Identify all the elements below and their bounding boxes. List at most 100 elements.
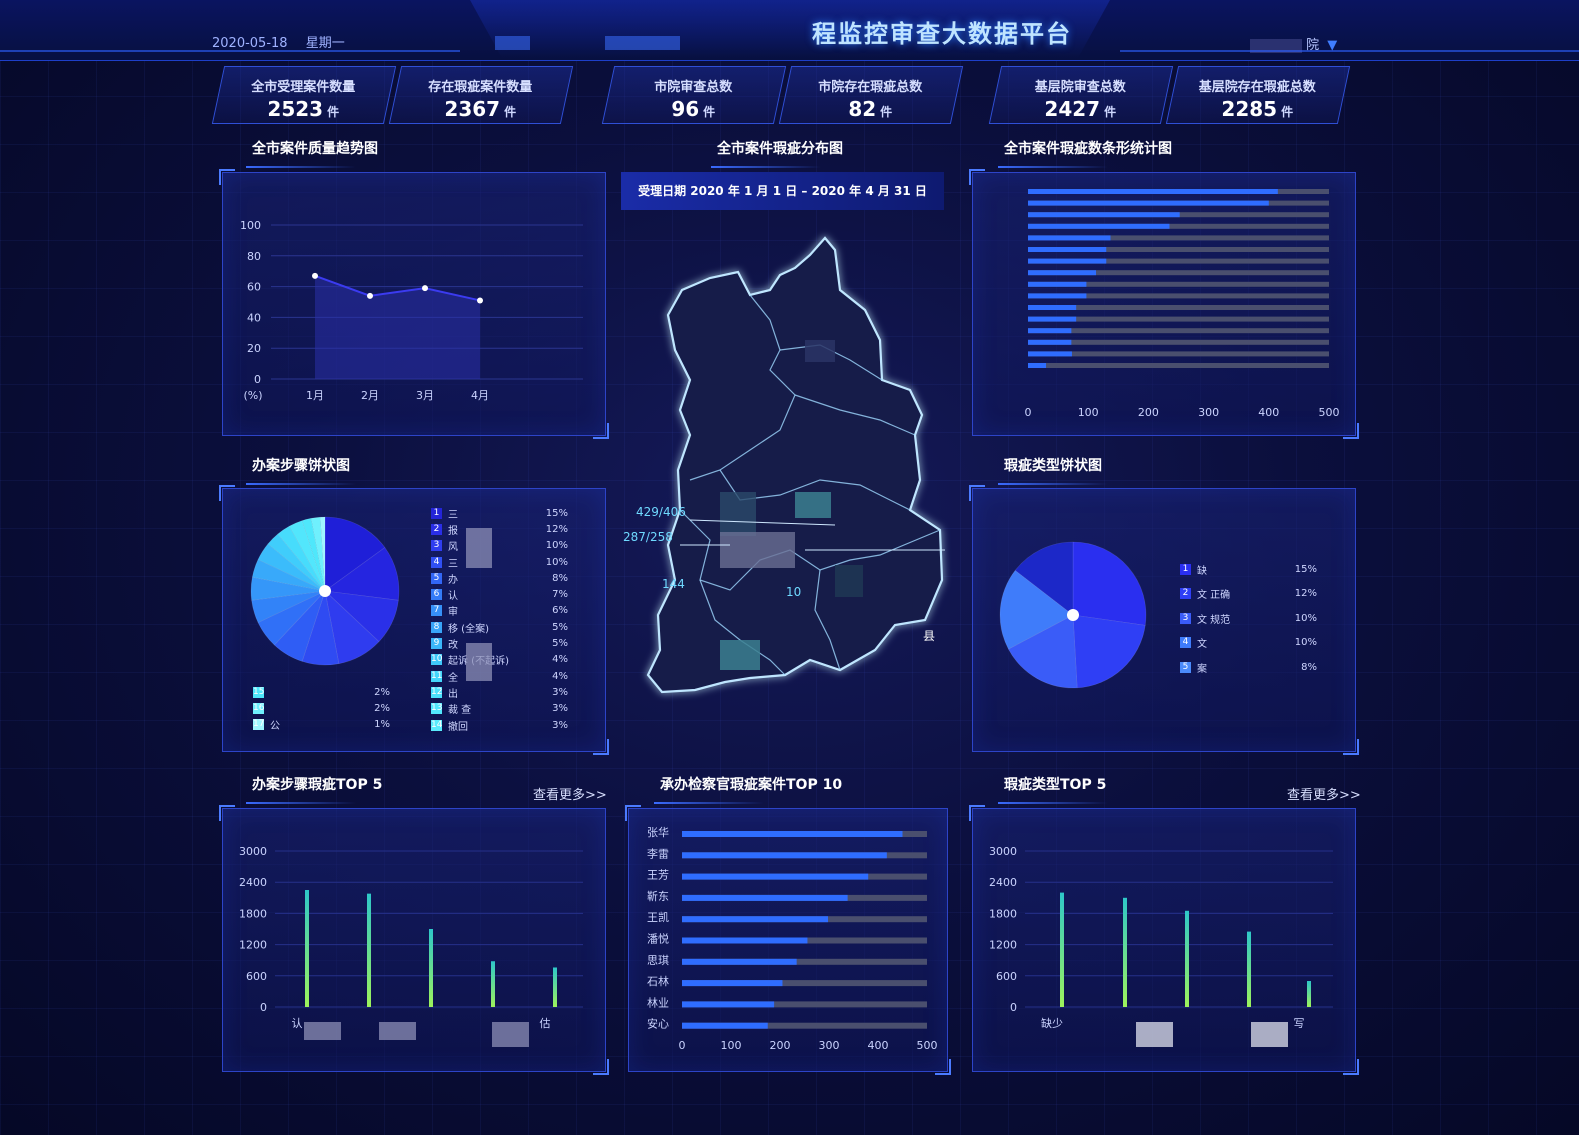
bar — [682, 894, 848, 901]
bar-track — [682, 1022, 927, 1029]
map-region-highlight[interactable] — [720, 640, 760, 670]
legend-percent: 8% — [1301, 661, 1317, 673]
header-date: 2020-05-18 星期一 — [212, 32, 359, 51]
bar — [1028, 200, 1269, 206]
org-mask — [1250, 38, 1302, 53]
bar — [1028, 305, 1077, 310]
bar-track — [1028, 351, 1329, 357]
x-tick-label: 估 — [540, 1017, 551, 1030]
y-tick-label: 80 — [247, 250, 261, 263]
bar — [1028, 339, 1072, 345]
bar-track — [1028, 223, 1329, 229]
bar — [1185, 910, 1189, 1007]
legend-percent: 12% — [545, 523, 568, 535]
x-tick-label: 300 — [819, 1039, 840, 1052]
bar-track — [682, 980, 927, 987]
legend-index: 16 — [253, 702, 265, 714]
map-region-highlight[interactable] — [805, 340, 835, 362]
map-outline[interactable] — [646, 236, 944, 694]
district-map[interactable] — [620, 220, 960, 710]
type-pie-chart — [999, 541, 1147, 689]
y-tick-label: 1800 — [989, 907, 1017, 920]
trend-area — [315, 275, 480, 379]
map-date-range: 受理日期 2020 年 1 月 1 日 – 2020 年 4 月 31 日 — [621, 172, 944, 210]
map-title: 全市案件瑕疵分布图 — [711, 138, 843, 168]
x-tick-label: 0 — [1025, 406, 1032, 419]
legend-item: 12 出 3% — [431, 684, 568, 700]
stat-card: 市院存在瑕疵总数 82 件 — [778, 66, 964, 124]
legend-label: 报 — [448, 525, 458, 537]
stat-unit: 件 — [1281, 105, 1294, 119]
legend-index: 11 — [431, 670, 443, 682]
steps-more-link[interactable]: 查看更多>> — [533, 788, 607, 803]
category-label: 李雷 — [647, 846, 669, 860]
pie-slice — [273, 590, 326, 662]
map-value-label: 县 — [923, 629, 936, 643]
stat-card: 存在瑕疵案件数量 2367 件 — [388, 66, 574, 124]
pie-slice — [324, 590, 399, 643]
legend-percent: 6% — [552, 605, 568, 617]
x-tick-label: 认 — [292, 1017, 303, 1030]
redaction-block — [1251, 1022, 1288, 1047]
type-more-link[interactable]: 查看更多>> — [1287, 788, 1361, 803]
pie-slice — [310, 516, 326, 592]
legend-item: 8 移 (全案) 5% — [431, 619, 568, 635]
map-region-highlight[interactable] — [835, 565, 863, 597]
legend-label: 起诉 (不起诉) — [448, 656, 509, 668]
pie-slice — [1072, 614, 1146, 689]
x-tick-label: 100 — [1078, 406, 1099, 419]
stat-label: 市院存在瑕疵总数 — [818, 80, 923, 95]
map-region-highlight[interactable] — [795, 492, 831, 518]
bar — [1060, 892, 1064, 1007]
x-tick-label: 200 — [1138, 406, 1159, 419]
pie-center — [1067, 609, 1079, 621]
legend-percent: 10% — [545, 556, 568, 568]
bar-track — [1028, 363, 1329, 368]
stat-unit: 件 — [504, 105, 517, 119]
pie-slice — [1008, 614, 1078, 689]
map-value-label: 429/406 — [636, 505, 686, 519]
header-divider — [1120, 50, 1579, 52]
y-tick-label: 1800 — [239, 907, 267, 920]
legend-label: 出 — [448, 688, 458, 700]
legend-index: 4 — [431, 556, 442, 568]
bar-track — [1028, 339, 1329, 345]
map-region-highlight[interactable] — [720, 492, 756, 536]
trend-chart-title: 全市案件质量趋势图 — [246, 138, 378, 168]
category-label: 思琪 — [647, 954, 669, 967]
bar — [305, 890, 309, 1007]
bar-track — [1028, 247, 1329, 252]
legend-label: 文 — [1197, 639, 1207, 651]
pie-slice — [251, 590, 326, 623]
bar — [1028, 281, 1087, 287]
x-tick-label: 1月 — [306, 389, 324, 402]
steps-pie-legend: 1 三 15% 2 报 12% 3 风 10% 4 三 10% 5 办 8% 6 认 7% 7 审 6% 8 移 (全案) 5… — [431, 505, 568, 733]
legend-index: 1 — [431, 507, 442, 519]
pie-slice — [251, 559, 326, 592]
bar — [1028, 293, 1087, 299]
legend-percent: 8% — [552, 572, 568, 584]
category-label: 靳东 — [647, 889, 669, 903]
legend-item: 14 撤回 3% — [431, 717, 568, 733]
legend-item: 13 裁 查 3% — [431, 701, 568, 717]
legend-item: 16 2% — [253, 700, 390, 716]
x-tick-label: 2月 — [361, 389, 379, 402]
org-selector[interactable]: 院 ▼ — [1250, 34, 1337, 53]
type-pie-legend: 1 缺 15% 2 文 正确 12% 3 文 规范 10% 4 文 10% 5 案 8% — [1180, 557, 1317, 680]
legend-percent: 3% — [552, 686, 568, 698]
redaction-block — [304, 1022, 341, 1040]
bar-track — [1028, 316, 1329, 322]
weekday-text: 星期一 — [305, 36, 345, 51]
map-region-highlight[interactable] — [720, 532, 795, 568]
stat-value: 2427 — [1044, 97, 1101, 121]
x-tick-label: 3月 — [416, 389, 434, 402]
header-bar: 2020-05-18 星期一 程监控审查大数据平台 院 ▼ — [0, 0, 1579, 61]
x-tick-label: 4月 — [471, 389, 489, 402]
legend-index: 13 — [431, 703, 443, 715]
legend-index: 15 — [253, 686, 265, 698]
chevron-down-icon[interactable]: ▼ — [1327, 38, 1338, 53]
bar — [1028, 328, 1072, 334]
pie-slice — [288, 520, 326, 592]
legend-index: 14 — [431, 719, 443, 731]
